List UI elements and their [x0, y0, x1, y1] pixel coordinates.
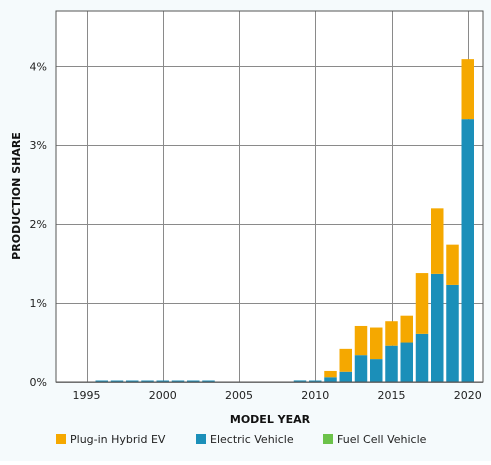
x-tick-label: 1995: [73, 389, 101, 402]
bar-segment: [400, 342, 413, 382]
bar-segment: [370, 359, 383, 382]
bar-segment: [446, 284, 459, 382]
bar-segment: [354, 355, 368, 382]
y-tick-label: 4%: [30, 60, 47, 73]
legend: Plug-in Hybrid EV Electric Vehicle Fuel Ce…: [56, 433, 427, 446]
legend-item: Fuel Cell Vehicle: [323, 433, 427, 446]
legend-item: Plug-in Hybrid EV: [56, 433, 166, 446]
bar-segment: [461, 119, 474, 382]
bar-segment: [126, 380, 139, 382]
bar-segment: [110, 380, 124, 382]
x-tick-label: 2005: [225, 389, 253, 402]
y-tick-label: 1%: [30, 297, 47, 310]
y-tick-label: 0%: [30, 376, 47, 389]
legend-label: Plug-in Hybrid EV: [70, 433, 166, 446]
bar-segment: [400, 315, 413, 343]
bars: [95, 59, 474, 382]
x-tick-label: 2010: [301, 389, 329, 402]
bar-segment: [95, 380, 108, 382]
bar-segment: [324, 377, 337, 382]
legend-swatch: [323, 434, 333, 444]
bar-segment: [446, 244, 459, 285]
bar-segment: [187, 380, 200, 382]
bar-segment: [202, 380, 215, 382]
legend-swatch: [56, 434, 66, 444]
x-tick-label: 2000: [149, 389, 177, 402]
y-axis-title: PRODUCTION SHARE: [10, 132, 23, 260]
bar-segment: [385, 345, 398, 382]
x-tick-label: 2015: [378, 389, 406, 402]
x-tick-label: 2020: [454, 389, 482, 402]
bar-segment: [309, 380, 322, 382]
bar-segment: [156, 380, 169, 382]
x-tick-labels: 1995 2000 2005 2010 2015 2020: [73, 389, 482, 402]
y-tick-label: 3%: [30, 139, 47, 152]
bar-segment: [415, 273, 429, 334]
y-tick-label: 2%: [30, 218, 47, 231]
legend-label: Fuel Cell Vehicle: [337, 433, 427, 446]
bar-segment: [339, 371, 352, 382]
bar-segment: [431, 273, 444, 382]
legend-item: Electric Vehicle: [196, 433, 294, 446]
legend-label: Electric Vehicle: [210, 433, 294, 446]
bar-segment: [385, 321, 398, 346]
bar-segment: [370, 327, 383, 360]
y-tick-labels: 0% 1% 2% 3% 4%: [30, 60, 47, 389]
bar-segment: [324, 370, 337, 378]
bar-segment: [293, 380, 307, 382]
bar-segment: [431, 208, 444, 274]
bar-segment: [415, 333, 429, 382]
x-axis-title: MODEL YEAR: [230, 413, 311, 426]
bar-segment: [171, 380, 185, 382]
bar-segment: [141, 380, 154, 382]
legend-swatch: [196, 434, 206, 444]
bar-segment: [461, 59, 474, 120]
plot-frame: [55, 10, 484, 383]
bar-segment: [339, 348, 352, 372]
grid-lines: [56, 11, 483, 383]
bar-segment: [354, 325, 368, 356]
